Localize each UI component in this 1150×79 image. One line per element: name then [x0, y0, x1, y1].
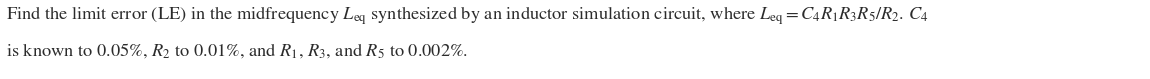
Text: is known to 0.05%, $R_2$ to 0.01%, and $R_1$, $R_3$, and $R_5$ to 0.002%.: is known to 0.05%, $R_2$ to 0.01%, and $… — [6, 41, 468, 60]
Text: Find the limit error (LE) in the midfrequency $L_{\mathrm{eq}}$ synthesized by a: Find the limit error (LE) in the midfreq… — [6, 4, 928, 27]
